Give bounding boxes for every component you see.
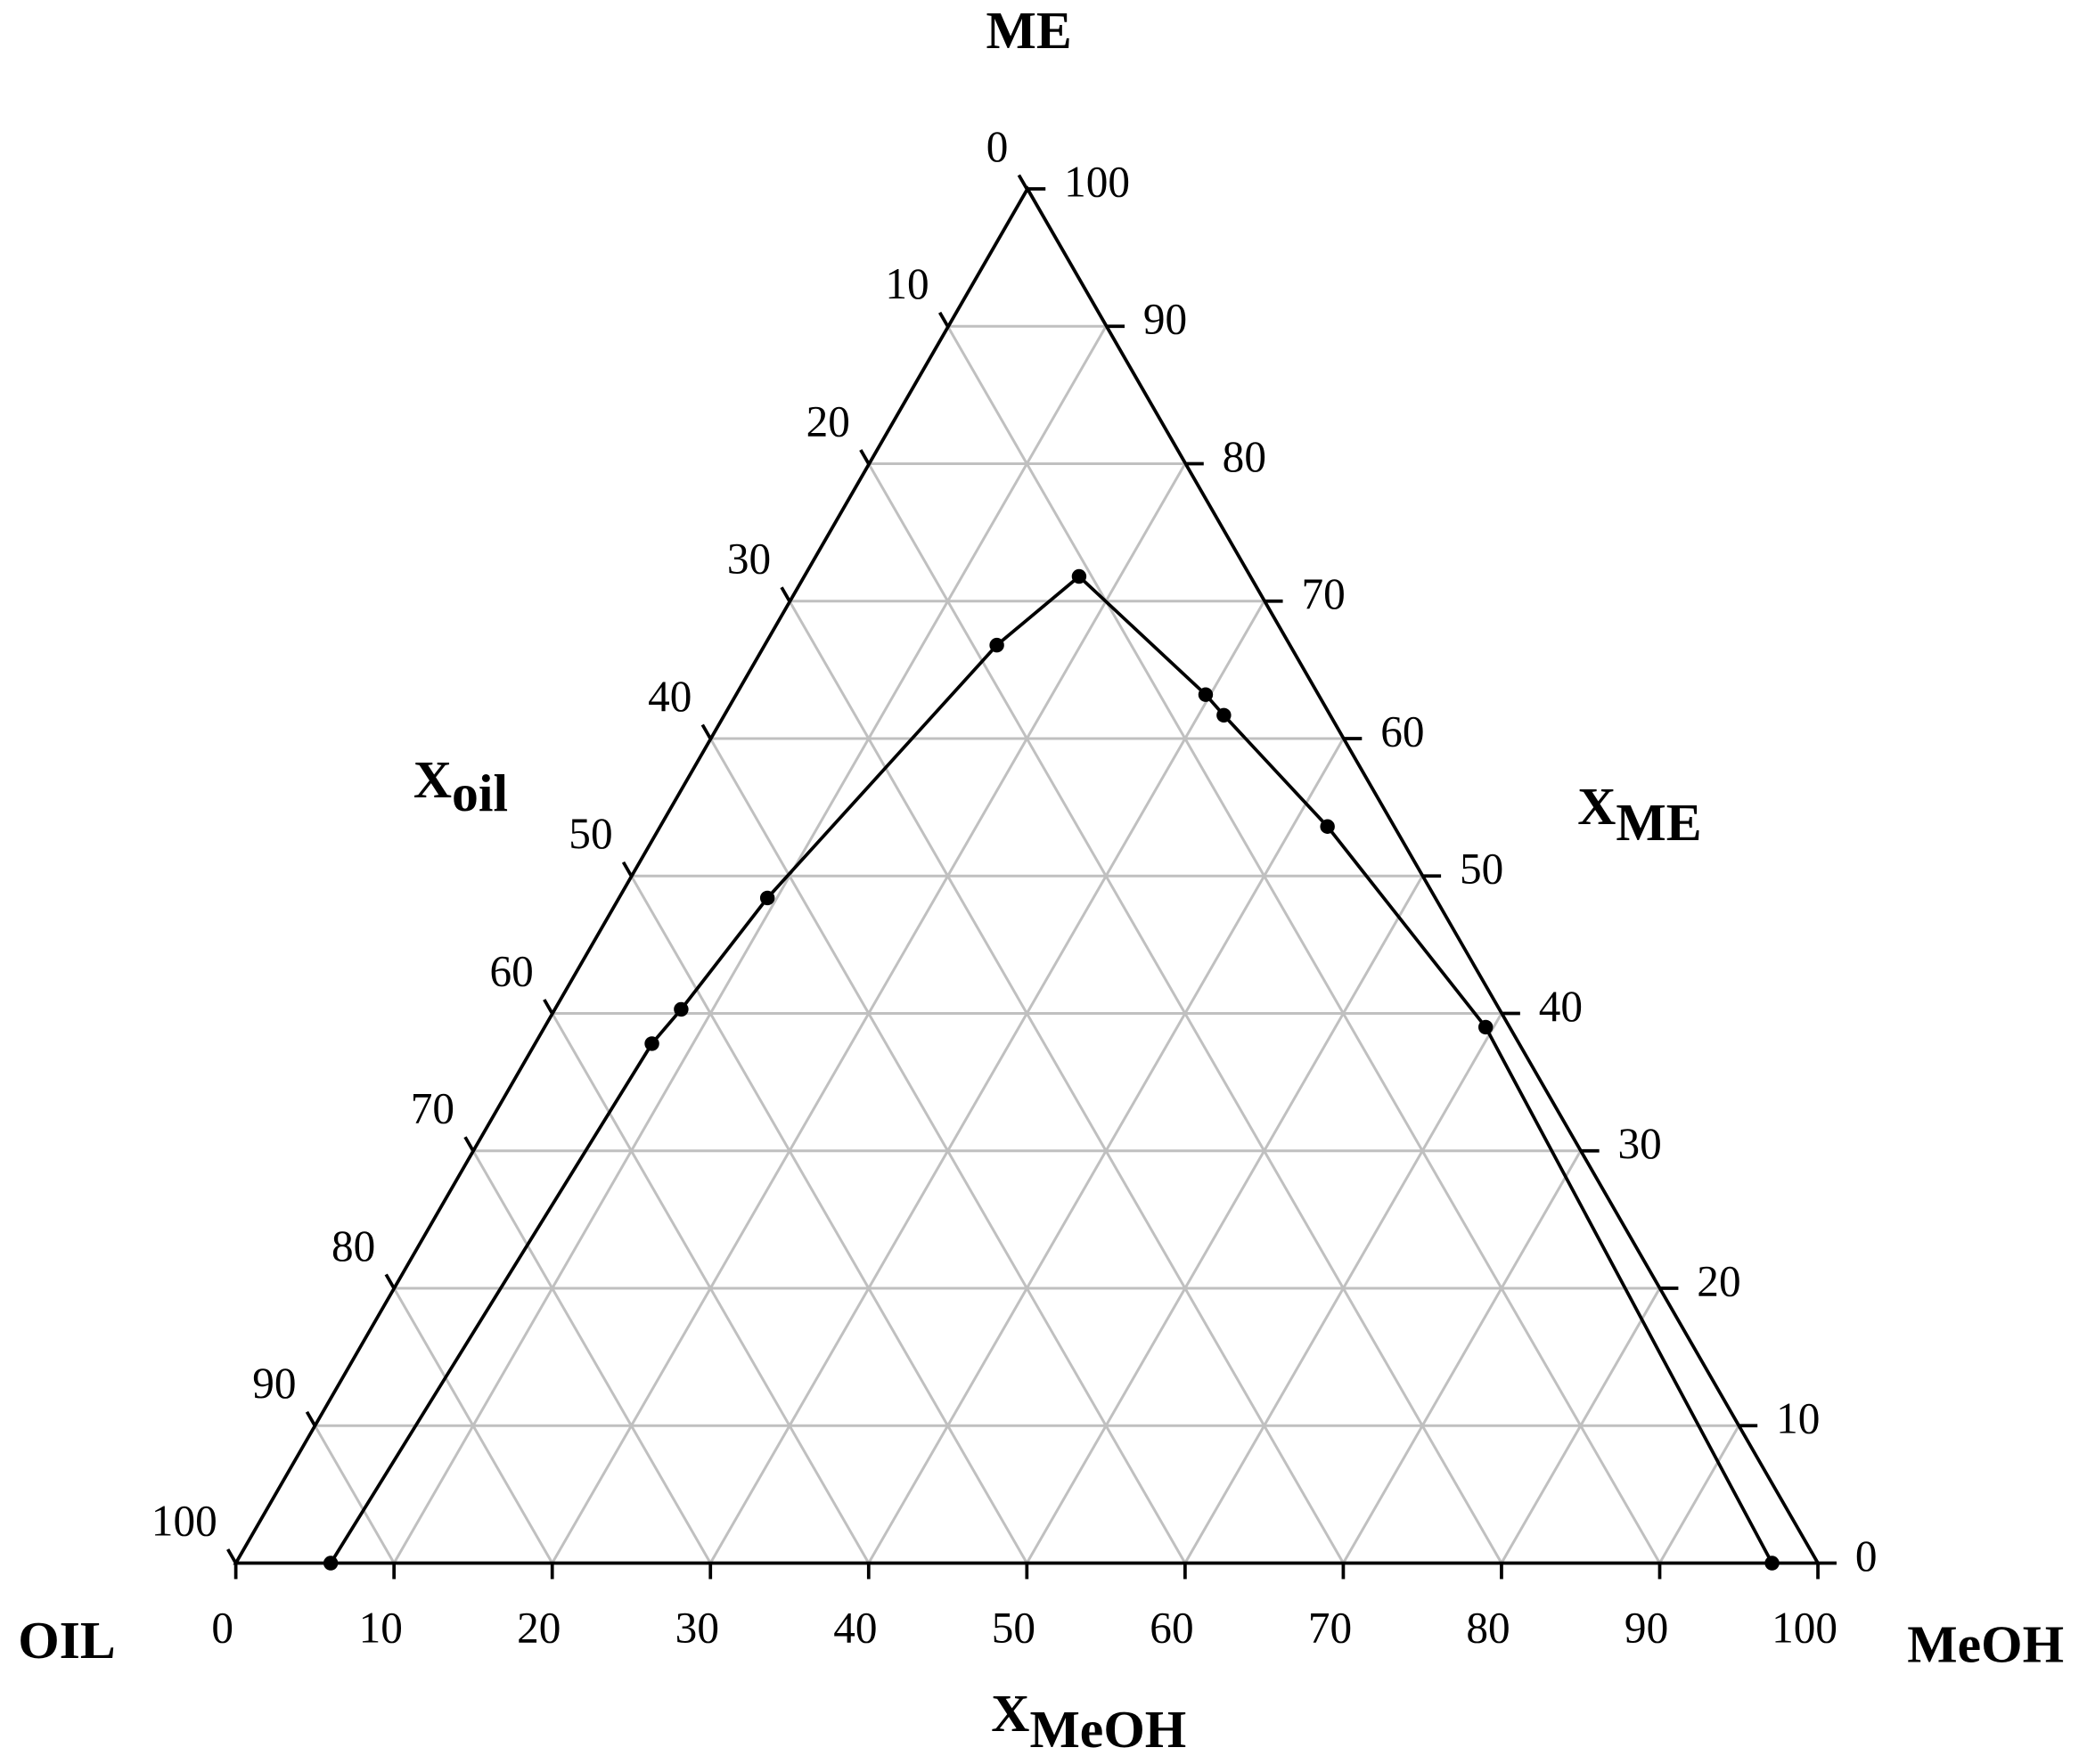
tick-label: 90: [1625, 1603, 1668, 1652]
grid-line: [551, 1012, 871, 1564]
tick-label: 20: [517, 1603, 561, 1652]
tick-label: 40: [648, 672, 692, 721]
tick-label: 80: [1223, 432, 1266, 481]
data-point: [1071, 568, 1087, 584]
axis-title-sub: MeOH: [1029, 1700, 1186, 1759]
tick-label: 90: [1143, 295, 1187, 344]
tick-label: 90: [252, 1359, 296, 1408]
data-point: [989, 637, 1004, 653]
axis-title-main: X: [1577, 777, 1616, 836]
grid-line: [867, 462, 1503, 1564]
tick-label: 0: [1855, 1531, 1878, 1580]
axis-title: XME: [1577, 777, 1701, 852]
tick-label: 100: [1772, 1603, 1837, 1652]
tick-label: 60: [1150, 1603, 1193, 1652]
axis-title-main: X: [991, 1684, 1029, 1743]
data-point: [323, 1556, 339, 1571]
tick-label: 20: [1697, 1256, 1740, 1305]
grid-line: [630, 875, 1028, 1564]
grid-line: [708, 600, 1265, 1564]
axis-title: Xoil: [413, 750, 508, 822]
tick-mark: [859, 449, 871, 465]
axis-title: XMeOH: [991, 1684, 1186, 1759]
tick-label: 50: [569, 809, 612, 858]
curve: [329, 574, 1774, 1564]
grid-line: [392, 1287, 554, 1564]
tick-mark: [780, 586, 791, 602]
tick-label: 50: [1460, 845, 1503, 894]
tick-label: 30: [1618, 1119, 1662, 1168]
tick-mark: [700, 723, 712, 739]
tick-label: 40: [1539, 982, 1583, 1031]
data-point: [644, 1036, 659, 1051]
corner-label: ME: [986, 1, 1071, 60]
tick-label: 30: [675, 1603, 719, 1652]
grid-line: [1026, 875, 1424, 1564]
tick-label: 70: [1308, 1603, 1352, 1652]
data-point: [1198, 687, 1214, 702]
grid-line: [314, 1425, 396, 1564]
tick-mark: [937, 311, 950, 328]
axis-title-sub: ME: [1616, 792, 1701, 851]
grid-line: [1658, 1425, 1740, 1564]
tick-mark: [621, 861, 634, 878]
tick-mark: [226, 1548, 238, 1564]
corner-label: OIL: [18, 1611, 116, 1670]
tick-label: 10: [359, 1603, 403, 1652]
tick-label: 30: [727, 535, 771, 584]
tick-label: 60: [490, 946, 534, 995]
data-point: [1216, 707, 1232, 723]
axis-title-sub: oil: [452, 764, 508, 822]
tick-label: 60: [1380, 706, 1424, 755]
tick-label: 40: [833, 1603, 877, 1652]
tick-mark: [1017, 174, 1028, 190]
tick-label: 10: [885, 259, 929, 308]
data-point: [674, 1001, 689, 1017]
grid: [234, 188, 1820, 1565]
grid-line: [1342, 1150, 1583, 1564]
data-point: [1320, 819, 1335, 834]
grid-line: [471, 1150, 712, 1564]
data-point: [759, 890, 775, 906]
tick-label: 0: [211, 1603, 233, 1652]
tick-mark: [543, 999, 554, 1015]
tick-label: 100: [151, 1496, 217, 1545]
tick-label: 100: [1064, 157, 1130, 206]
tick-mark: [305, 1410, 317, 1427]
tick-label: 70: [1301, 569, 1345, 618]
data-point: [1764, 1556, 1780, 1571]
tick-label: 10: [1776, 1394, 1820, 1443]
grid-line: [946, 325, 1661, 1564]
tick-label: 50: [992, 1603, 1035, 1652]
tick-label: 80: [1466, 1603, 1510, 1652]
data-point: [1477, 1019, 1494, 1035]
axis-title-main: X: [413, 750, 452, 809]
tick-label: 80: [331, 1221, 375, 1270]
grid-line: [392, 325, 1108, 1564]
grid-line: [788, 600, 1345, 1564]
tick-label: 70: [411, 1084, 454, 1133]
tick-mark: [463, 1136, 475, 1152]
tick-mark: [384, 1273, 396, 1289]
tick-label: 0: [986, 122, 1009, 171]
tick-label: 20: [806, 396, 850, 445]
corner-label: MeOH: [1907, 1614, 2064, 1673]
